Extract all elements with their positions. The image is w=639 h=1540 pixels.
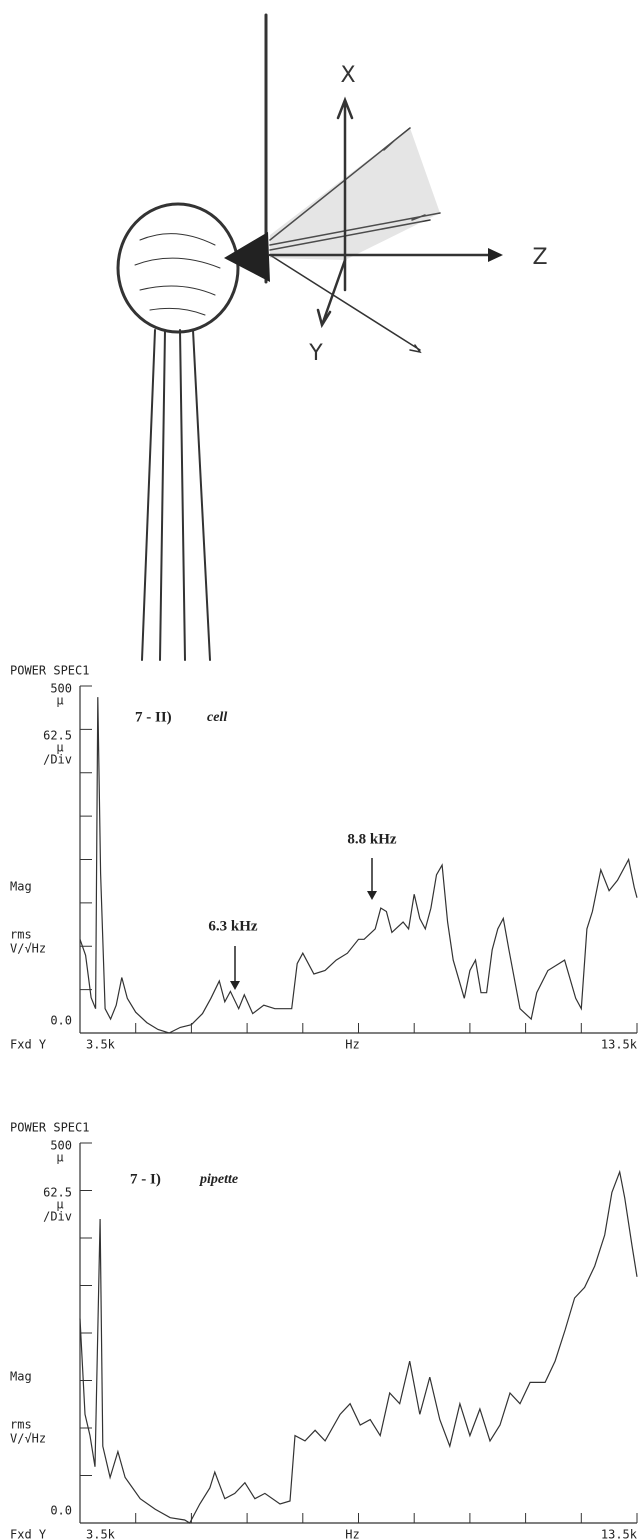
chart-title: POWER SPEC1 — [10, 664, 89, 678]
y-unit: µ — [56, 1151, 63, 1165]
annotation: 8.8 kHz — [347, 831, 397, 847]
x-tick-label: 3.5k — [86, 1528, 116, 1540]
y-division-suffix: /Div — [43, 1210, 72, 1224]
panel-caption: pipette — [199, 1172, 238, 1187]
panel-label: 7 - I) — [130, 1171, 161, 1187]
annotation-arrowhead — [230, 981, 240, 990]
pipette — [142, 330, 210, 660]
x-tick-label: 3.5k — [86, 1038, 116, 1052]
y-unit: µ — [56, 694, 63, 708]
x-label: Hz — [345, 1528, 359, 1540]
x-tick-label: 13.5k — [601, 1528, 638, 1540]
y-label: V/√Hz — [10, 942, 46, 956]
y-tick-label: 0.0 — [50, 1014, 72, 1028]
y-label: V/√Hz — [10, 1432, 46, 1446]
x-prefix: Fxd Y — [10, 1038, 47, 1052]
y-tick-label: 0.0 — [50, 1504, 72, 1518]
y-label: Mag — [10, 1370, 32, 1384]
spectrum-line — [80, 1172, 637, 1523]
y-axis-arrow — [318, 260, 345, 325]
y-label: rms — [10, 1418, 32, 1432]
sketch: X Y Z — [118, 15, 548, 660]
panel-label: 7 - II) — [135, 709, 172, 725]
axis-label: X — [340, 63, 355, 88]
panel-caption: cell — [207, 710, 227, 725]
figure: X Y Z 0.05003.5k13.5kPOWER SPEC1µ62.5µ/D… — [0, 0, 639, 1540]
z-arrowhead — [488, 248, 503, 262]
axis-label: Y — [308, 341, 323, 366]
cell-shading — [135, 234, 220, 315]
axis-label: Z — [532, 245, 547, 270]
y-label: rms — [10, 928, 32, 942]
y-label: Mag — [10, 880, 32, 894]
chart-title: POWER SPEC1 — [10, 1121, 89, 1135]
page: {"sketch":{"axis_labels":["X","Y","Z"]},… — [0, 0, 639, 1540]
motion-cone — [270, 128, 440, 260]
annotation-arrowhead — [367, 891, 377, 900]
x-label: Hz — [345, 1038, 359, 1052]
x-prefix: Fxd Y — [10, 1528, 47, 1540]
annotation: 6.3 kHz — [208, 918, 258, 934]
y-division-suffix: /Div — [43, 753, 72, 767]
spectrum-line — [80, 697, 637, 1033]
x-tick-label: 13.5k — [601, 1038, 638, 1052]
